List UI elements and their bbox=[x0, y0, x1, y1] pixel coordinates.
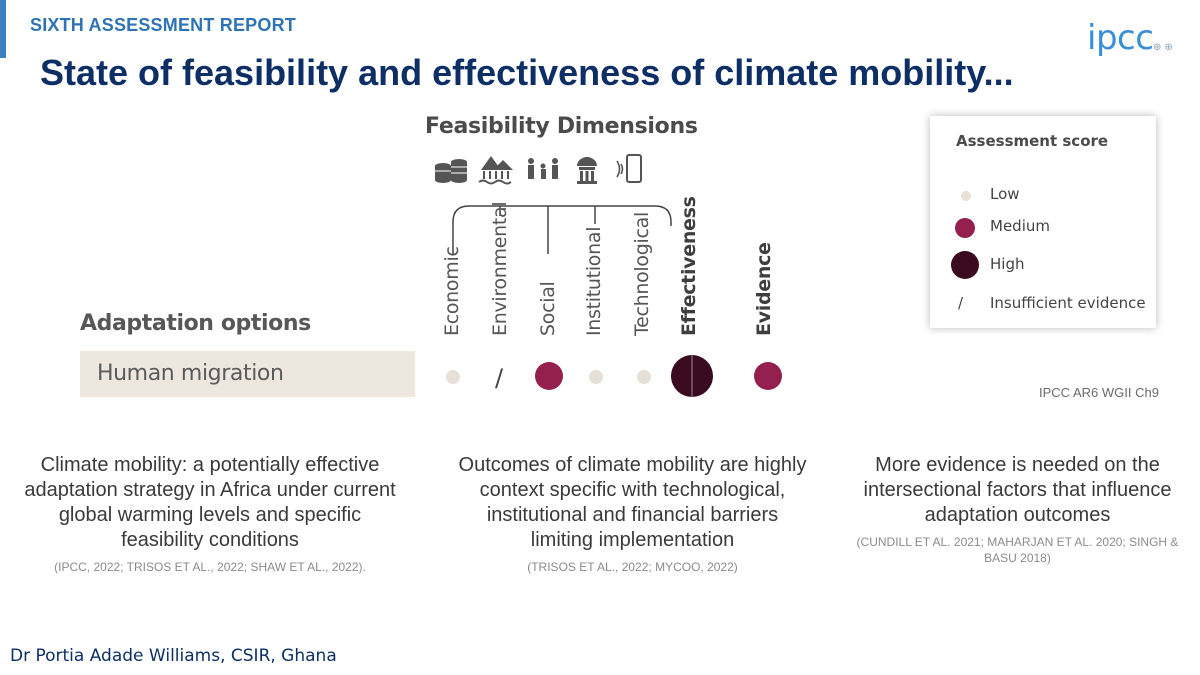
column-3-citation: (CUNDILL ET AL. 2021; MAHARJAN ET AL. 20… bbox=[856, 535, 1179, 565]
option-label: Human migration bbox=[97, 361, 284, 386]
presenter-credit: Dr Portia Adade Williams, CSIR, Ghana bbox=[10, 646, 337, 666]
assessment-legend: Assessment score Low Medium High / Insuf… bbox=[930, 116, 1156, 328]
legend-title: Assessment score bbox=[956, 132, 1109, 150]
feasibility-bracket bbox=[452, 205, 672, 254]
score-dots: / bbox=[446, 355, 782, 397]
column-3-text: More evidence is needed on the intersect… bbox=[863, 454, 1172, 526]
legend-high-label: High bbox=[990, 255, 1025, 273]
slide-title: State of feasibility and effectiveness o… bbox=[40, 52, 1014, 93]
people-icon bbox=[528, 158, 558, 179]
column-1-text: Climate mobility: a potentially effectiv… bbox=[24, 454, 396, 551]
coins-icon bbox=[435, 159, 467, 183]
text-column-1: Climate mobility: a potentially effectiv… bbox=[20, 453, 400, 575]
legend-medium-label: Medium bbox=[990, 217, 1050, 235]
feasibility-figure: Feasibility Dimensions bbox=[75, 108, 805, 408]
text-column-2: Outcomes of climate mobility are highly … bbox=[455, 453, 810, 575]
legend-insufficient-label: Insufficient evidence bbox=[990, 294, 1146, 312]
column-2-text: Outcomes of climate mobility are highly … bbox=[458, 454, 807, 551]
legend-insufficient-symbol: / bbox=[958, 294, 964, 312]
legend-high-swatch bbox=[951, 251, 979, 279]
environment-icon bbox=[478, 156, 513, 185]
score-dot-social bbox=[535, 362, 563, 390]
legend-low-swatch bbox=[961, 191, 971, 201]
adaptation-options-heading: Adaptation options bbox=[80, 311, 311, 336]
un-emblem-icons: ⊕ ⊕ bbox=[1153, 42, 1173, 53]
score-dot-economic bbox=[446, 370, 460, 384]
column-1-citation: (IPCC, 2022; TRISOS ET AL., 2022; SHAW E… bbox=[54, 560, 366, 574]
header-accent-bar bbox=[0, 0, 6, 58]
score-dot-evidence bbox=[754, 362, 782, 390]
legend-low-label: Low bbox=[990, 185, 1020, 203]
legend-medium-swatch bbox=[955, 218, 975, 238]
phone-icon bbox=[616, 154, 642, 183]
score-dot-institutional bbox=[589, 370, 603, 384]
column-2-citation: (TRISOS ET AL., 2022; MYCOO, 2022) bbox=[527, 560, 738, 574]
score-insufficient-environmental: / bbox=[495, 364, 504, 392]
institution-icon bbox=[577, 157, 597, 184]
ipcc-logo: ipcc bbox=[1087, 18, 1154, 58]
score-dot-technological bbox=[637, 370, 651, 384]
report-label: SIXTH ASSESSMENT REPORT bbox=[30, 15, 296, 35]
text-column-3: More evidence is needed on the intersect… bbox=[855, 453, 1180, 566]
feasibility-dimensions-heading: Feasibility Dimensions bbox=[425, 114, 698, 139]
figure-source: IPCC AR6 WGII Ch9 bbox=[1039, 385, 1159, 400]
dimension-icons bbox=[435, 154, 642, 185]
option-row-human-migration: Human migration bbox=[80, 351, 415, 397]
